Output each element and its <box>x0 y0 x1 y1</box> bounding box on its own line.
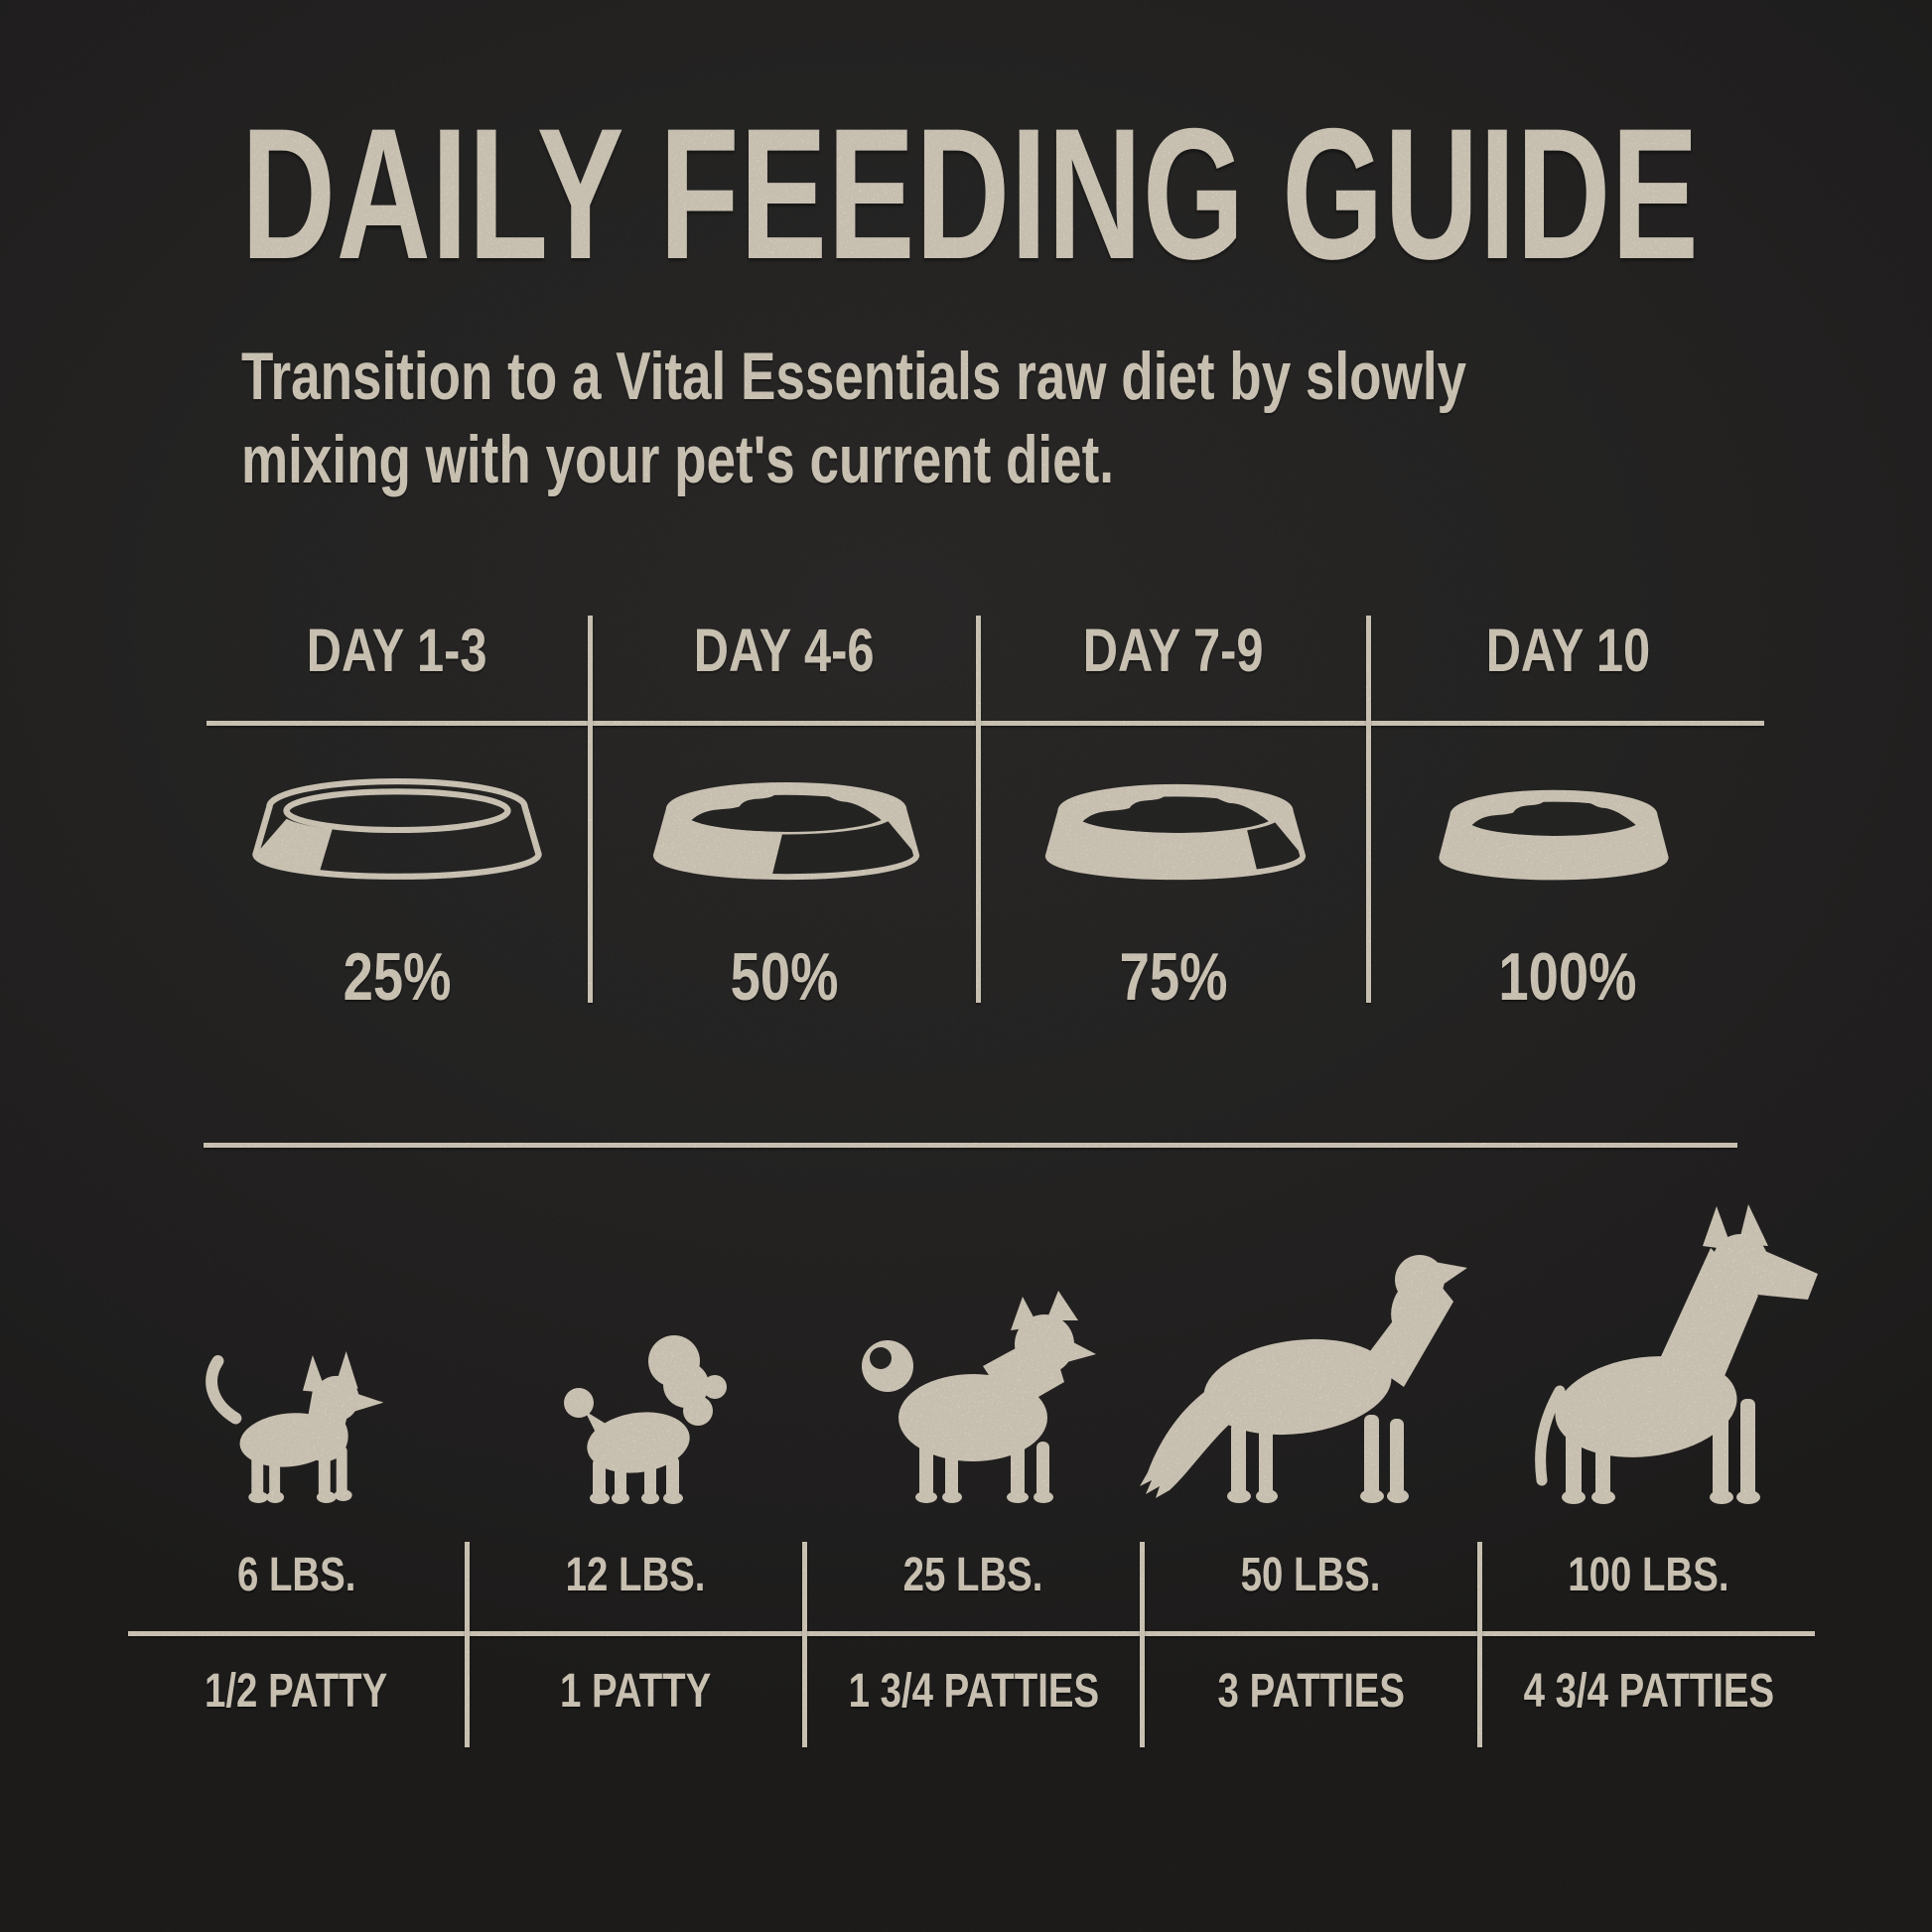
bowl-100-icon <box>1439 789 1669 881</box>
amount-label-3: 1 3/4 PATTIES <box>848 1664 1099 1718</box>
amount-label-4: 3 PATTIES <box>1217 1664 1405 1718</box>
chihuahua-icon <box>206 1351 384 1504</box>
subtitle-line-1: Transition to a Vital Essentials raw die… <box>241 339 1467 414</box>
amount-label-5: 4 3/4 PATTIES <box>1523 1664 1774 1718</box>
mix-percent-2: 50% <box>730 939 839 1015</box>
weight-label-4: 50 LBS. <box>1241 1548 1381 1601</box>
subtitle-line-2: mixing with your pet's current diet. <box>241 422 1115 497</box>
amount-label-1: 1/2 PATTY <box>205 1664 388 1718</box>
weight-label-3: 25 LBS. <box>903 1548 1043 1601</box>
amount-label-2: 1 PATTY <box>560 1664 712 1718</box>
poodle-icon <box>564 1335 727 1504</box>
great-dane-icon <box>1535 1204 1818 1504</box>
page-title: DAILY FEEDING GUIDE <box>241 89 1700 298</box>
weight-label-5: 100 LBS. <box>1568 1548 1729 1601</box>
day-header-2: DAY 4-6 <box>694 617 875 684</box>
section-separator-rule <box>204 1143 1737 1148</box>
mix-percent-3: 75% <box>1119 939 1228 1015</box>
bowl-50-icon <box>652 781 920 881</box>
day-header-1: DAY 1-3 <box>307 617 487 684</box>
shiba-inu-icon <box>862 1291 1096 1503</box>
setter-icon <box>1140 1255 1467 1503</box>
bowl-25-icon <box>252 778 542 880</box>
day-header-3: DAY 7-9 <box>1083 617 1264 684</box>
weight-label-2: 12 LBS. <box>566 1548 706 1601</box>
mix-percent-1: 25% <box>343 939 452 1015</box>
page-subtitle: Transition to a Vital Essentials raw die… <box>241 335 1466 501</box>
transition-table-horizontal-rule <box>207 721 1764 726</box>
mix-percent-4: 100% <box>1498 939 1637 1015</box>
feeding-table-horizontal-rule <box>128 1631 1815 1636</box>
bowl-75-icon <box>1044 783 1307 881</box>
day-header-4: DAY 10 <box>1485 617 1650 684</box>
weight-label-1: 6 LBS. <box>236 1548 356 1601</box>
